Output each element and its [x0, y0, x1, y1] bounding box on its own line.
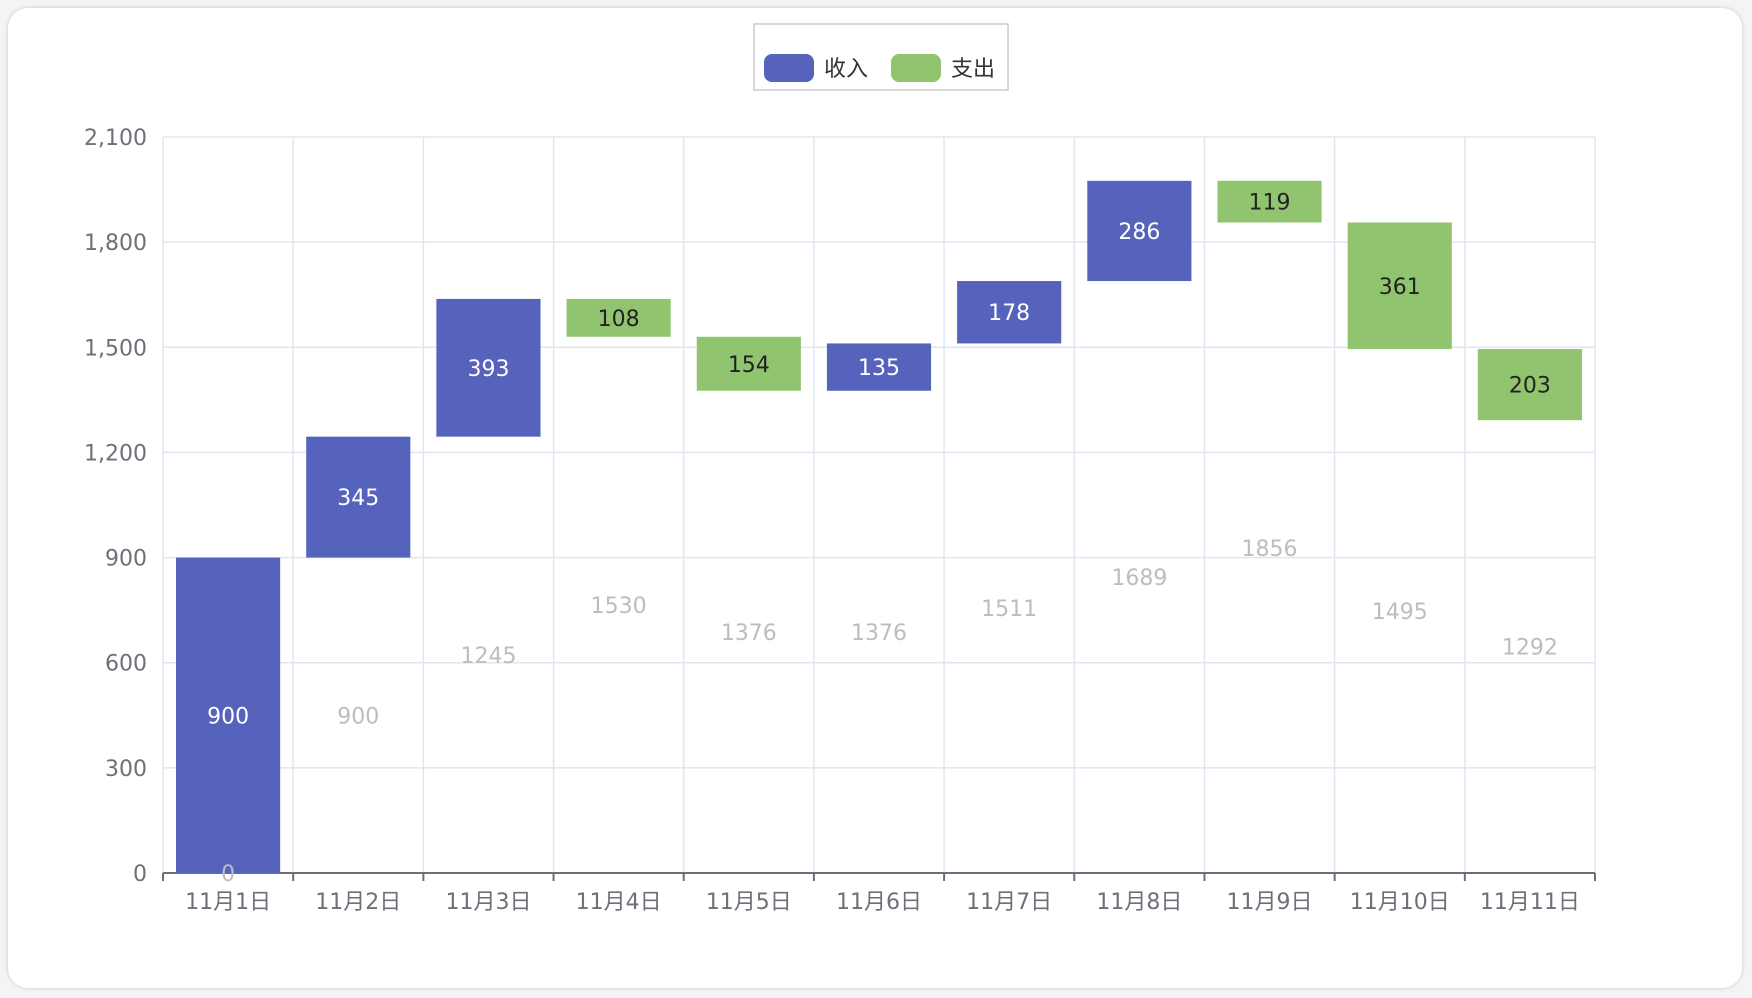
expense-bar[interactable]: [1347, 222, 1452, 350]
y-tick-label: 900: [105, 547, 147, 572]
legend-label: 支出: [951, 57, 995, 82]
expense-value-label: 108: [598, 307, 640, 332]
base-value-label: 1245: [460, 644, 516, 669]
income-bar[interactable]: [826, 343, 932, 391]
base-value-label: 1856: [1242, 537, 1298, 562]
base-value-label: 1689: [1111, 566, 1167, 591]
base-value-label: 1376: [721, 621, 777, 646]
x-tick-label: 11月5日: [706, 890, 792, 915]
legend[interactable]: 收入 支出: [753, 23, 1009, 91]
x-tick-label: 11月10日: [1350, 890, 1450, 915]
x-tick-label: 11月3日: [445, 890, 531, 915]
x-tick-label: 11月2日: [315, 890, 401, 915]
y-tick-label: 600: [105, 652, 147, 677]
waterfall-chart: 0 300 600 900 1,200 1,500 1,800 2,100 11月1日 11月2日…: [84, 23, 1596, 915]
expense-bar[interactable]: [696, 336, 801, 391]
data-labels: 0 900 1245 1530 1376 1376 1511 1689 1856 1495 1292…: [207, 191, 1558, 887]
income-value-label: 178: [988, 301, 1030, 326]
chart-card: 0 300 600 900 1,200 1,500 1,800 2,100 11月1日 11月2日…: [8, 8, 1742, 988]
expense-value-label: 203: [1509, 374, 1551, 399]
income-value-label: 135: [858, 356, 900, 381]
base-value-label: 900: [337, 704, 379, 729]
expense-bar[interactable]: [566, 298, 671, 337]
income-bar[interactable]: [957, 281, 1062, 344]
y-tick-label: 0: [133, 862, 147, 887]
expense-value-label: 119: [1249, 191, 1291, 216]
axes: 0 300 600 900 1,200 1,500 1,800 2,100 11月1日 11月2日…: [84, 126, 1596, 915]
legend-item-expense[interactable]: 支出: [891, 54, 995, 82]
y-tick-label: 300: [105, 757, 147, 782]
income-bar[interactable]: [1087, 180, 1192, 282]
legend-item-income[interactable]: 收入: [764, 54, 868, 82]
x-tick-label: 11月4日: [576, 890, 662, 915]
x-tick-label: 11月7日: [966, 890, 1052, 915]
base-value-label: 1376: [851, 621, 907, 646]
expense-value-label: 154: [728, 353, 770, 378]
base-value-label: 1292: [1502, 636, 1558, 661]
x-tick-label: 11月6日: [836, 890, 922, 915]
bars: [176, 180, 1582, 873]
income-value-label: 286: [1118, 220, 1160, 245]
x-tick-label: 11月8日: [1096, 890, 1182, 915]
x-tick-label: 11月9日: [1227, 890, 1313, 915]
y-tick-label: 2,100: [84, 126, 147, 151]
base-value-label: 1495: [1372, 600, 1428, 625]
y-tick-label: 1,500: [84, 336, 147, 361]
y-tick-label: 1,800: [84, 231, 147, 256]
expense-value-label: 361: [1379, 275, 1421, 300]
income-bar[interactable]: [306, 436, 411, 558]
legend-swatch: [764, 54, 814, 82]
expense-bar[interactable]: [1217, 180, 1322, 223]
expense-bar[interactable]: [1477, 349, 1582, 421]
legend-swatch: [891, 54, 941, 82]
base-value-label: 0: [221, 862, 235, 887]
legend-label: 收入: [824, 57, 868, 82]
income-value-label: 345: [337, 486, 379, 511]
base-value-label: 1511: [981, 597, 1037, 622]
income-value-label: 393: [467, 357, 509, 382]
income-bar[interactable]: [176, 557, 281, 873]
base-value-label: 1530: [591, 594, 647, 619]
y-tick-label: 1,200: [84, 441, 147, 466]
income-value-label: 900: [207, 704, 249, 729]
x-tick-label: 11月11日: [1480, 890, 1580, 915]
x-tick-label: 11月1日: [185, 890, 271, 915]
income-bar[interactable]: [436, 298, 541, 437]
